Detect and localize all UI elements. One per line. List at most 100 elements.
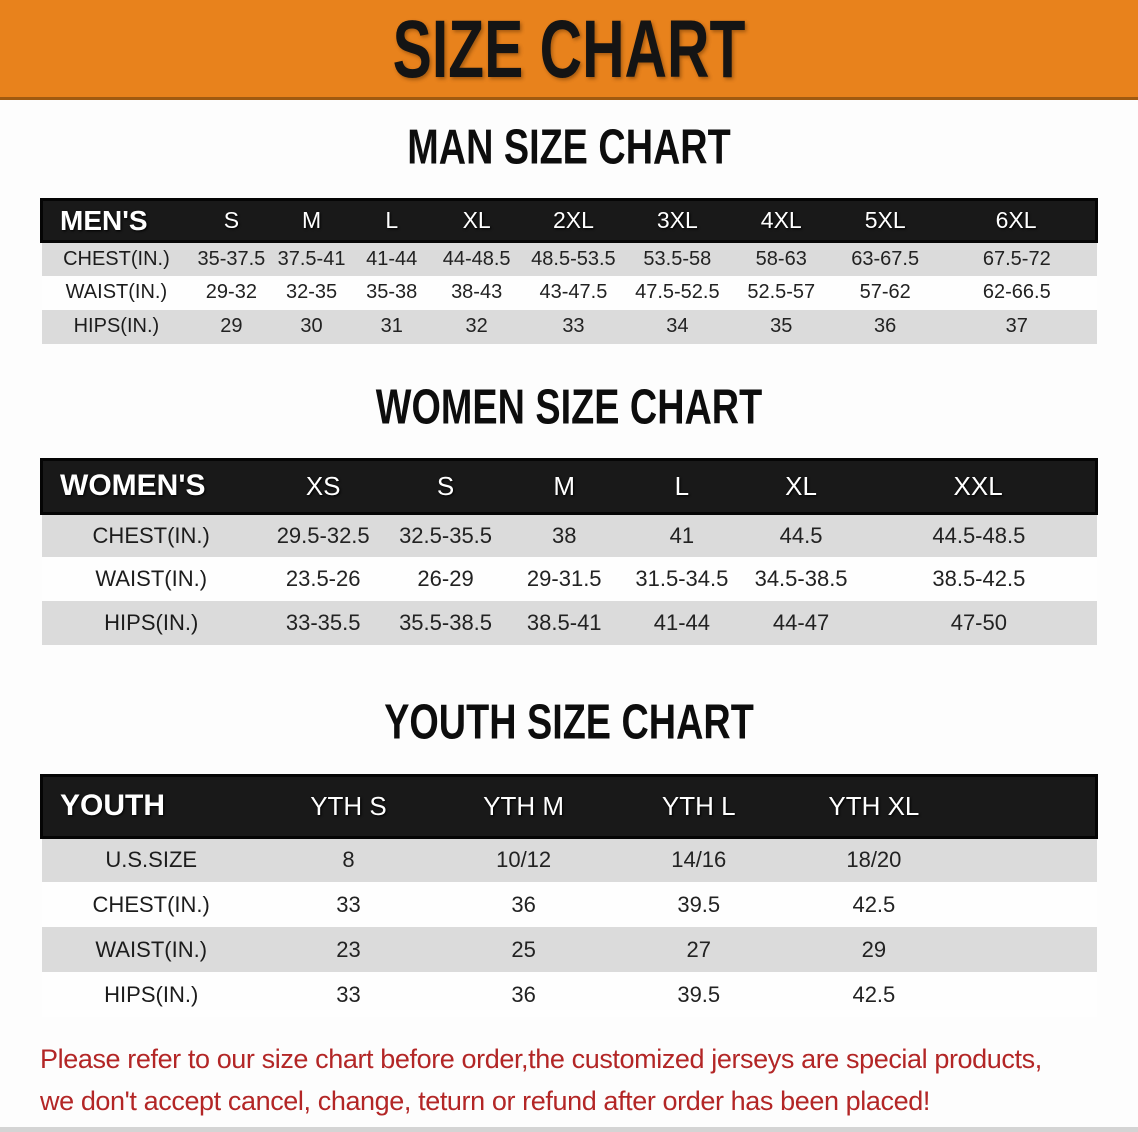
measurement-value: 32 <box>431 309 522 344</box>
section-men: MAN SIZE CHART MEN'S S M L XL 2XL 3XL 4XL 5XL 6XL… <box>0 119 1138 344</box>
table-row: HIPS(IN.) 33 36 39.5 42.5 <box>41 972 1097 1018</box>
table-corner-label: MEN'S <box>40 198 192 244</box>
section-youth: YOUTH SIZE CHART YOUTH YTH S YTH M YTH L YTH… <box>0 694 1138 1018</box>
measurement-row-label: CHEST(IN.) <box>41 882 261 928</box>
size-column-header: 2XL <box>521 198 626 244</box>
men-size-table: MEN'S S M L XL 2XL 3XL 4XL 5XL 6XL CHEST(IN.) 35-37… <box>40 198 1099 344</box>
measurement-value: 29 <box>786 927 962 973</box>
table-row: HIPS(IN.) 29 30 31 32 33 34 35 36 37 <box>41 309 1097 344</box>
banner: SIZE CHART <box>0 0 1138 100</box>
measurement-value: 35 <box>729 309 834 344</box>
section-women: WOMEN SIZE CHART WOMEN'S XS S M L XL XXL CHEST(… <box>0 379 1138 646</box>
size-column-header: YTH S <box>260 773 437 839</box>
measurement-value: 62-66.5 <box>937 275 1097 310</box>
measurement-value: 42.5 <box>786 882 962 928</box>
youth-section-heading: YOUTH SIZE CHART <box>384 694 754 750</box>
measurement-value: 39.5 <box>611 972 787 1018</box>
size-column-header: YTH XL <box>786 773 962 839</box>
measurement-value <box>961 927 1097 973</box>
measurement-value: 47.5-52.5 <box>625 275 730 310</box>
table-row: CHEST(IN.) 29.5-32.5 32.5-35.5 38 41 44.5 44.5… <box>41 513 1097 558</box>
measurement-value: 29 <box>191 309 272 344</box>
measurement-value: 41-44 <box>351 241 432 276</box>
women-size-table: WOMEN'S XS S M L XL XXL CHEST(IN.) 29.5-32.5 32.5… <box>39 457 1099 646</box>
measurement-value: 37 <box>937 309 1097 344</box>
size-column-header: 6XL <box>937 198 1099 244</box>
measurement-value: 35-38 <box>351 275 432 310</box>
size-column-header: M <box>505 457 623 515</box>
measurement-row-label: WAIST(IN.) <box>41 557 261 602</box>
size-column-header: XXL <box>861 457 1099 515</box>
measurement-value: 41 <box>622 513 741 558</box>
measurement-value: 26-29 <box>385 557 506 602</box>
measurement-value: 31 <box>351 309 432 344</box>
size-column-header: YTH M <box>436 773 612 839</box>
measurement-value: 23.5-26 <box>260 557 386 602</box>
measurement-value: 39.5 <box>611 882 787 928</box>
measurement-value: 31.5-34.5 <box>622 557 741 602</box>
measurement-value: 58-63 <box>729 241 834 276</box>
measurement-value: 44-48.5 <box>431 241 522 276</box>
measurement-value: 27 <box>611 927 787 973</box>
measurement-value: 38 <box>505 513 623 558</box>
disclaimer: Please refer to our size chart before or… <box>0 1039 1138 1123</box>
measurement-value: 30 <box>271 309 352 344</box>
size-column-header: 5XL <box>833 198 938 244</box>
size-column-header: XS <box>260 457 386 515</box>
measurement-row-label: CHEST(IN.) <box>41 241 192 276</box>
measurement-row-label: HIPS(IN.) <box>41 309 192 344</box>
measurement-value: 29.5-32.5 <box>260 513 386 558</box>
size-column-header: YTH L <box>611 773 787 839</box>
measurement-value: 34.5-38.5 <box>740 557 862 602</box>
measurement-row-label: CHEST(IN.) <box>41 513 261 558</box>
measurement-row-label: WAIST(IN.) <box>41 927 261 973</box>
measurement-value <box>961 882 1097 928</box>
table-row: CHEST(IN.) 33 36 39.5 42.5 <box>41 882 1097 928</box>
measurement-value: 53.5-58 <box>625 241 730 276</box>
size-column-header: S <box>191 198 272 244</box>
table-row: WAIST(IN.) 23 25 27 29 <box>41 927 1097 973</box>
size-column-header: L <box>351 198 432 244</box>
measurement-value: 33 <box>260 882 437 928</box>
measurement-value: 8 <box>260 837 437 883</box>
measurement-value: 36 <box>833 309 938 344</box>
measurement-row-label: HIPS(IN.) <box>41 972 261 1018</box>
measurement-value: 32.5-35.5 <box>385 513 506 558</box>
measurement-value: 67.5-72 <box>937 241 1097 276</box>
column-header-empty <box>961 773 1099 839</box>
table-row: WAIST(IN.) 23.5-26 26-29 29-31.5 31.5-34.5 34… <box>41 557 1097 602</box>
size-column-header: 3XL <box>625 198 730 244</box>
table-row: HIPS(IN.) 33-35.5 35.5-38.5 38.5-41 41-44 44-… <box>41 601 1097 646</box>
banner-title: SIZE CHART <box>392 3 746 94</box>
measurement-value <box>961 972 1097 1018</box>
table-row: CHEST(IN.) 35-37.5 37.5-41 41-44 44-48.5 48.5… <box>41 241 1097 276</box>
women-section-heading: WOMEN SIZE CHART <box>375 378 763 434</box>
measurement-row-label: HIPS(IN.) <box>41 601 261 646</box>
measurement-value: 37.5-41 <box>271 241 352 276</box>
size-column-header: M <box>271 198 352 244</box>
measurement-row-label: U.S.SIZE <box>41 837 261 883</box>
measurement-value: 18/20 <box>786 837 962 883</box>
size-column-header: 4XL <box>729 198 834 244</box>
table-row: WAIST(IN.) 29-32 32-35 35-38 38-43 43-47.5 47.… <box>41 275 1097 310</box>
men-section-heading: MAN SIZE CHART <box>407 118 731 175</box>
measurement-value: 33-35.5 <box>260 601 386 646</box>
measurement-value: 34 <box>625 309 730 344</box>
size-column-header: XL <box>740 457 862 515</box>
measurement-value: 10/12 <box>436 837 612 883</box>
measurement-row-label: WAIST(IN.) <box>41 275 192 310</box>
measurement-value: 43-47.5 <box>521 275 626 310</box>
measurement-value: 48.5-53.5 <box>521 241 626 276</box>
measurement-value: 38-43 <box>431 275 522 310</box>
measurement-value: 35.5-38.5 <box>385 601 506 646</box>
measurement-value: 29-32 <box>191 275 272 310</box>
measurement-value: 57-62 <box>833 275 938 310</box>
disclaimer-line-1: Please refer to our size chart before or… <box>40 1044 1042 1075</box>
measurement-value: 14/16 <box>611 837 787 883</box>
measurement-value: 36 <box>436 972 612 1018</box>
measurement-value: 42.5 <box>786 972 962 1018</box>
measurement-value: 47-50 <box>861 601 1097 646</box>
size-column-header: L <box>622 457 741 515</box>
size-column-header: S <box>385 457 506 515</box>
